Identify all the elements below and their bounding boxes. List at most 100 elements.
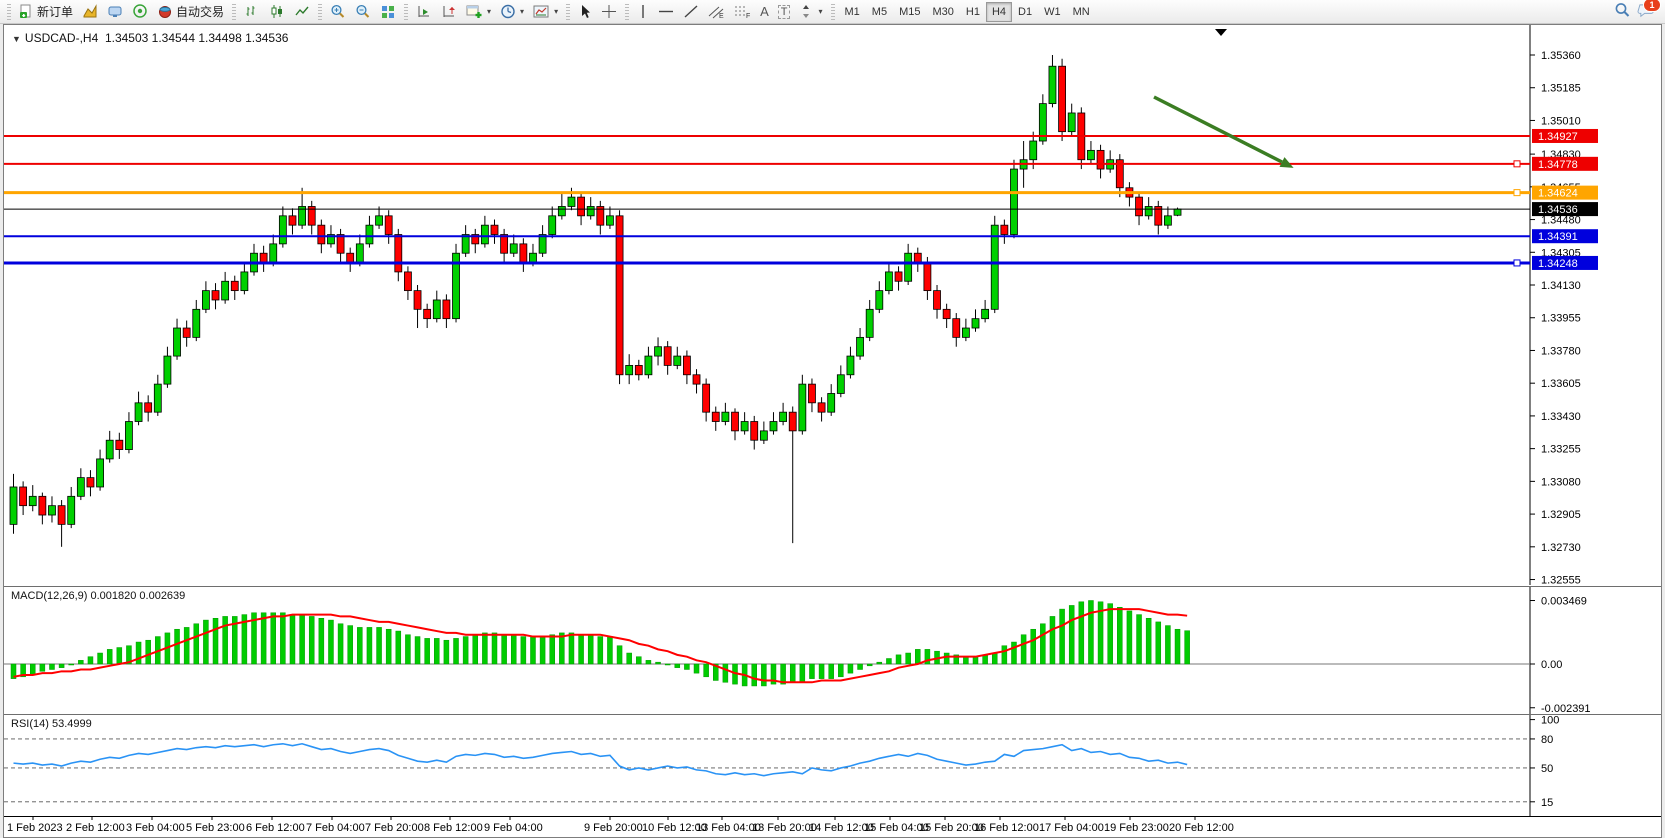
macd-bar [1049,616,1056,665]
timeframe-button-d1[interactable]: D1 [1018,5,1033,18]
trendline-tool-button[interactable] [679,1,703,23]
label-tool-button[interactable]: T [774,1,795,23]
macd-bar [328,619,334,665]
timeframe-button-m15[interactable]: M15 [899,5,921,18]
timeframe-button-h1[interactable]: H1 [965,5,980,18]
line-chart-icon [294,4,310,19]
tile-windows-button[interactable] [376,1,400,23]
macd-bar [751,663,757,687]
templates-button[interactable]: ▾ [529,1,562,23]
macd-bar [97,652,103,665]
macd-bar [780,663,786,685]
search-icon[interactable] [1614,2,1631,21]
candle-up [1067,112,1076,133]
chart-window-button[interactable] [78,1,102,23]
autotrading-button[interactable]: 自动交易 [153,1,228,23]
macd-bar [1030,628,1036,665]
price-tick-label: 1.32555 [1541,575,1581,585]
new-chart-button[interactable]: ▾ [462,1,495,23]
candle-up [721,411,730,422]
macd-bar [636,656,642,665]
candlestick-type-button[interactable] [265,1,289,23]
line-handle[interactable] [1513,189,1521,197]
chart-shift-button[interactable] [437,1,461,23]
collapse-arrow-icon[interactable]: ▼ [12,34,21,44]
macd-bar [251,612,257,665]
candle-down [38,495,47,516]
macd-bar [645,660,652,665]
arrows-tool-button[interactable]: ▾ [795,1,826,23]
timeframe-button-m30[interactable]: M30 [932,5,954,18]
candle-down [750,421,759,441]
price-tick-label: 1.32905 [1541,509,1581,521]
macd-bar [232,616,238,665]
text-tool-button[interactable]: A [756,1,773,23]
timeframe-button-m1[interactable]: M1 [844,5,860,18]
macd-indicator-canvas[interactable]: 0.003469 0.00 -0.002391 [4,586,1661,714]
new-order-button[interactable]: 新订单 [15,1,77,23]
history-center-button[interactable] [103,1,127,23]
auto-scroll-button[interactable] [412,1,436,23]
candle-down [86,477,95,488]
time-tick-label: 15 Feb 04:00 [864,822,929,834]
candle-up [904,252,913,282]
signals-button[interactable] [128,1,152,23]
toolbar-grip[interactable] [7,3,11,20]
macd-bar [1174,628,1181,665]
price-level-tag [1532,128,1598,143]
toolbar-grip[interactable] [566,3,571,20]
timeframe-button-mn[interactable]: MN [1072,5,1090,18]
timeframe-button-w1[interactable]: W1 [1044,5,1061,18]
time-axis[interactable]: 1 Feb 2023 2 Feb 12:00 3 Feb 04:00 5 Feb 23… [4,816,1661,837]
candle-down [817,402,826,413]
macd-bar [616,645,623,665]
line-chart-type-button[interactable] [290,1,314,23]
vertical-line-tool-button[interactable] [633,1,653,23]
macd-bar [693,663,700,674]
time-tick-label: 6 Feb 12:00 [246,822,305,834]
rsi-indicator-canvas[interactable]: 100 80 50 15 [4,714,1661,816]
zoom-out-button[interactable] [351,1,375,23]
toolbar-grip[interactable] [232,3,237,20]
candle-up [76,477,85,497]
bar-chart-type-button[interactable] [240,1,264,23]
main-chart-canvas[interactable]: 1.353601.351851.350101.348301.346551.344… [4,25,1661,585]
timeframe-button-m5[interactable]: M5 [871,5,888,18]
cursor-icon [578,4,592,19]
macd-bar [405,634,411,665]
line-handle[interactable] [1513,259,1521,267]
macd-bar [289,614,296,665]
macd-bar [106,649,113,665]
horizontal-line-tool-button[interactable] [654,1,678,23]
zoom-in-button[interactable] [326,1,350,23]
time-tick-label: 14 Feb 12:00 [809,822,874,834]
crosshair-tool-button[interactable] [597,1,621,23]
timeframe-button-h4[interactable]: H4 [985,1,1012,22]
candle-down [808,383,816,404]
notifications-button[interactable]: 1 [1637,0,1661,21]
cursor-tool-button[interactable] [574,1,596,23]
time-tick-label: 7 Feb 04:00 [306,822,365,834]
time-tick-label: 13 Feb 20:00 [752,822,817,834]
price-level-tag-label: 1.34391 [1538,231,1578,243]
candle-down [182,327,191,338]
chart-window[interactable]: 1.353601.351851.350101.348301.346551.344… [3,24,1662,838]
toolbar-grip[interactable] [318,3,323,20]
channel-tool-button[interactable]: E [704,1,729,23]
toolbar-grip[interactable] [625,3,630,20]
fibonacci-tool-button[interactable]: F [730,1,755,23]
price-tick-label: 1.33955 [1541,313,1581,325]
line-handle[interactable] [1513,160,1521,168]
toolbar-grip[interactable] [830,3,835,20]
time-tick-label: 13 Feb 04:00 [696,822,761,834]
periods-button[interactable]: ▾ [496,1,528,23]
trend-arrow-annotation[interactable] [1153,95,1283,164]
candle-down [307,206,316,226]
macd-bar [453,638,459,665]
macd-bar [520,636,527,665]
macd-bar [789,663,796,683]
candle-up [548,215,557,235]
macd-signal-line [13,608,1188,684]
macd-bar [280,612,286,665]
toolbar-grip[interactable] [404,3,409,20]
